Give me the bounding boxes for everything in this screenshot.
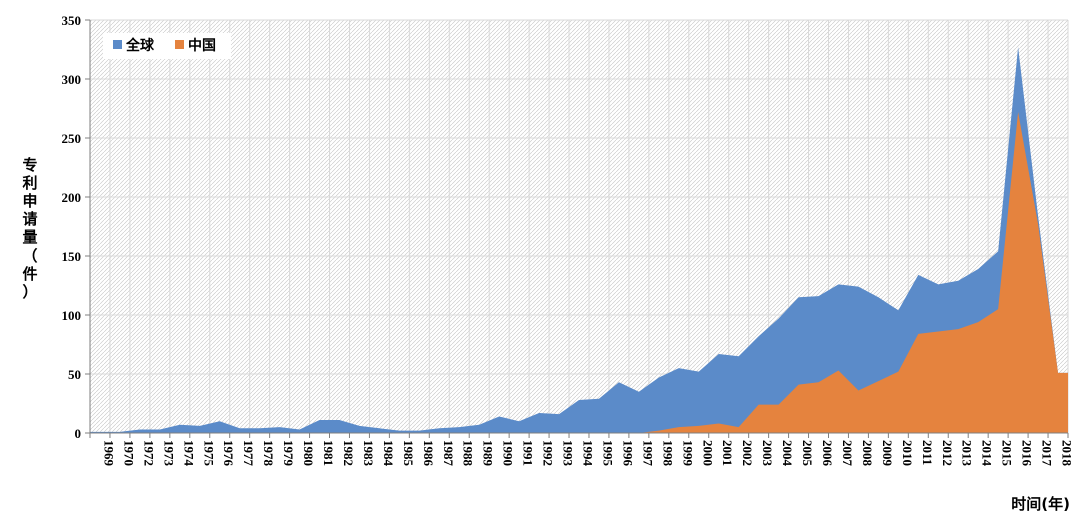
x-tick-label: 1984 (381, 440, 396, 467)
x-tick-label: 2006 (820, 440, 835, 467)
legend-background (103, 33, 231, 59)
y-tick-label: 200 (62, 190, 82, 205)
x-tick-label: 2016 (1020, 440, 1035, 467)
x-tick-label: 2017 (1040, 440, 1055, 467)
y-axis-title-char: 利 (22, 174, 37, 192)
y-axis-title: 专 利 申 请 量 （ 件 ） (22, 156, 37, 301)
x-tick-label: 1979 (281, 440, 296, 467)
x-tick-label: 1991 (521, 440, 536, 466)
x-tick-label: 1995 (600, 440, 615, 467)
area-series-global (90, 47, 1068, 433)
x-tick-label: 1983 (361, 440, 376, 467)
y-tick-label: 150 (62, 249, 82, 264)
y-tick-label: 300 (62, 72, 82, 87)
x-tick-label: 1998 (660, 440, 675, 467)
x-tick-label: 2004 (780, 440, 795, 467)
y-axis-title-char: 请 (22, 210, 37, 228)
y-axis-title-char: （ (22, 247, 37, 265)
y-tick-label: 350 (62, 13, 82, 28)
x-tick-label: 1980 (301, 440, 316, 466)
x-axis-title: 时间(年) (1011, 495, 1070, 513)
x-tick-label: 2002 (740, 440, 755, 466)
x-axis: 1969 1970 1972 1973 1974 1975 1976 1977 1978 1979… (89, 432, 1075, 467)
x-tick-label: 2012 (940, 440, 955, 466)
area-series-china (90, 112, 1068, 433)
y-tick-label: 50 (68, 367, 81, 382)
legend-label-global: 全球 (125, 37, 155, 54)
y-tick-label: 0 (75, 426, 82, 441)
x-tick-label: 1988 (461, 440, 476, 467)
x-tick-label: 1974 (181, 440, 196, 467)
y-tick-label: 250 (62, 131, 82, 146)
legend: 全球 中国 (103, 33, 231, 59)
area-series (90, 47, 1068, 433)
y-axis: 0 50 100 150 200 250 300 350 (62, 13, 91, 441)
x-tick-label: 2000 (700, 440, 715, 466)
y-axis-title-char: 专 (22, 156, 37, 174)
x-tick-label: 1972 (141, 440, 156, 466)
x-tick-label: 1994 (581, 440, 596, 467)
x-tick-label: 2013 (960, 440, 975, 467)
x-tick-label: 1989 (481, 440, 496, 467)
x-tick-label: 1996 (620, 440, 635, 467)
x-tick-label: 2018 (1060, 440, 1075, 467)
x-tick-label: 2005 (800, 440, 815, 467)
x-tick-label: 2008 (860, 440, 875, 467)
y-axis-title-char: 申 (22, 192, 37, 210)
x-tick-label: 1999 (680, 440, 695, 467)
x-tick-label: 1969 (101, 440, 116, 467)
x-tick-label: 1981 (321, 440, 336, 466)
x-tick-label: 1975 (201, 440, 216, 467)
x-tick-label: 1992 (541, 440, 556, 466)
y-tick-label: 100 (62, 308, 82, 323)
y-axis-title-char: 件 (22, 265, 37, 283)
x-tick-label: 2014 (980, 440, 995, 467)
x-tick-label: 1985 (401, 440, 416, 467)
legend-swatch-global (113, 40, 122, 49)
y-axis-title-char: ） (22, 283, 37, 301)
x-tick-label: 2010 (900, 440, 915, 466)
x-tick-label: 2009 (880, 440, 895, 467)
y-axis-title-char: 量 (22, 228, 37, 246)
x-tick-label: 1987 (441, 440, 456, 467)
x-tick-label: 2015 (1000, 440, 1015, 466)
x-tick-label: 2003 (760, 440, 775, 467)
x-tick-label: 2001 (720, 440, 735, 466)
legend-label-china: 中国 (188, 37, 216, 54)
x-tick-label: 1993 (561, 440, 576, 467)
x-tick-label: 1990 (501, 440, 516, 466)
x-tick-label: 1986 (421, 440, 436, 467)
x-tick-label: 1977 (241, 440, 256, 467)
x-tick-label: 1970 (121, 440, 136, 466)
x-tick-label: 2007 (840, 440, 855, 467)
x-tick-label: 2011 (920, 440, 935, 465)
x-tick-label: 1973 (161, 440, 176, 467)
x-tick-label: 1997 (640, 440, 655, 467)
x-tick-label: 1982 (341, 440, 356, 466)
x-tick-label: 1978 (261, 440, 276, 467)
x-tick-label: 1976 (221, 440, 236, 467)
legend-swatch-china (175, 40, 184, 49)
